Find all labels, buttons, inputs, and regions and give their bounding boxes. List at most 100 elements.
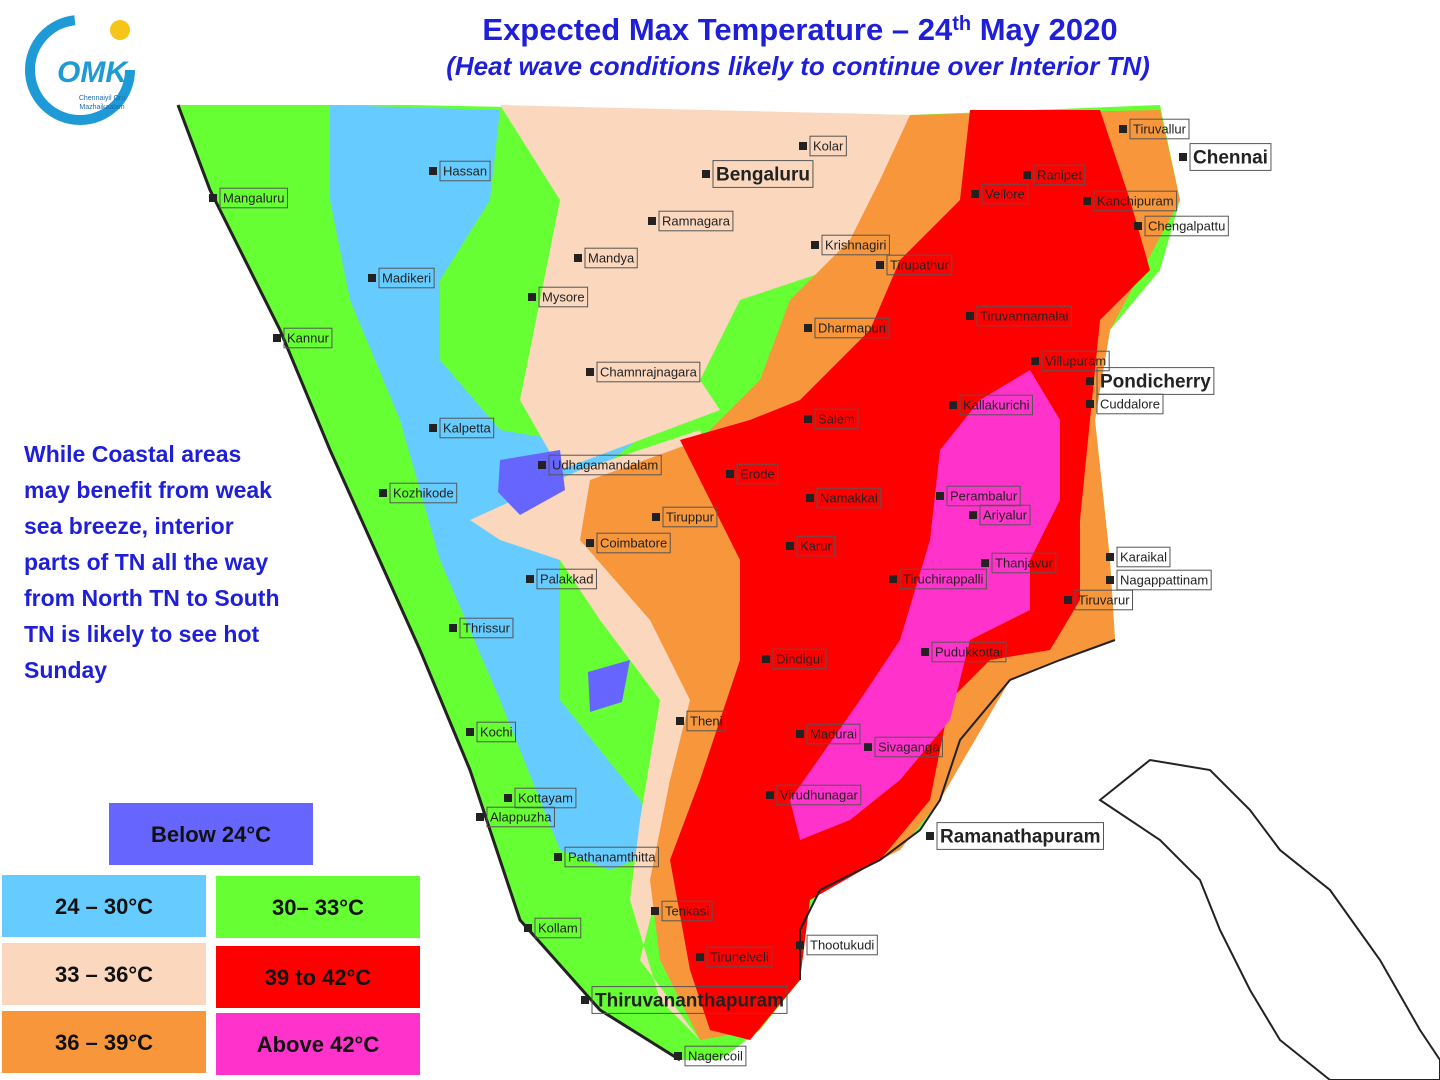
- city-label-box: [476, 721, 517, 743]
- city-label-box: [1116, 569, 1212, 591]
- legend-swatch: [2, 875, 206, 937]
- zone-below-24-south: [588, 660, 630, 712]
- city-marker: [476, 813, 484, 821]
- legend-label: Above 42°C: [257, 1032, 380, 1057]
- city-label-box: [981, 183, 1029, 205]
- city-label: Perambalur: [950, 489, 1018, 504]
- zone-33-36: [500, 105, 910, 470]
- city-marker: [799, 142, 807, 150]
- city-marker: [696, 953, 704, 961]
- city-label: Krishnagiri: [825, 238, 887, 253]
- city-marker: [652, 513, 660, 521]
- city-label-box: [389, 482, 458, 504]
- legend-label: 24 – 30°C: [55, 894, 153, 919]
- city-marker: [1134, 222, 1142, 230]
- city-marker: [429, 424, 437, 432]
- city-marker: [921, 648, 929, 656]
- city-label: Kozhikode: [393, 486, 454, 501]
- city-label-box: [821, 234, 890, 256]
- city-marker: [429, 167, 437, 175]
- city-label-box: [979, 504, 1031, 526]
- title-sup: th: [952, 13, 971, 35]
- city-label: Madikeri: [382, 271, 431, 286]
- city-label-box: [1144, 215, 1229, 237]
- city-label: Ramanathapuram: [940, 827, 1101, 848]
- city-marker: [726, 470, 734, 478]
- city-label: Mysore: [542, 290, 585, 305]
- city-marker: [273, 334, 281, 342]
- city-label-box: [661, 900, 713, 922]
- city-label: Pondicherry: [1100, 372, 1211, 393]
- city-label: Chennai: [1193, 148, 1268, 169]
- city-label: Karaikal: [1120, 550, 1167, 565]
- city-label-box: [1096, 393, 1164, 415]
- city-label: Tiruvallur: [1133, 122, 1187, 137]
- city-marker: [1119, 125, 1127, 133]
- city-label-box: [816, 487, 882, 509]
- city-marker: [1031, 357, 1039, 365]
- note-line: parts of TN all the way: [24, 549, 269, 575]
- city-label: Kallakurichi: [963, 398, 1030, 413]
- city-label-box: [806, 934, 878, 956]
- city-marker: [1106, 576, 1114, 584]
- city-marker: [528, 293, 536, 301]
- note: While Coastal areas may benefit from weak…: [24, 436, 344, 688]
- city-label: Sivaganga: [878, 740, 940, 755]
- city-label-box: [886, 254, 953, 276]
- city-marker: [368, 274, 376, 282]
- city-label-box: [591, 986, 788, 1014]
- city-label-box: [776, 784, 862, 806]
- city-label-box: [796, 535, 836, 557]
- city-label: Tiruvannamalai: [980, 309, 1069, 324]
- city-label: Chengalpattu: [1148, 219, 1225, 234]
- note-line: may benefit from weak: [24, 477, 272, 503]
- note-line: from North TN to South: [24, 585, 280, 611]
- city-label: Palakkad: [540, 572, 593, 587]
- city-label: Chamnrajnagara: [600, 365, 698, 380]
- city-label: Kannur: [287, 331, 330, 346]
- city-label: Salem: [818, 412, 855, 427]
- city-label: Kottayam: [518, 791, 573, 806]
- logo-caption: Chennaiyil Oru: [79, 95, 125, 102]
- city-marker: [702, 170, 710, 178]
- city-label: Pathanamthitta: [568, 850, 656, 865]
- city-marker: [806, 494, 814, 502]
- city-label: Thanjavur: [995, 556, 1053, 571]
- city-label: Tiruppur: [666, 510, 715, 525]
- city-label: Kalpetta: [443, 421, 491, 436]
- legend: Below 24°C 24 – 30°C 30– 33°C 33 – 36°C 39 t…: [2, 803, 420, 1075]
- city-marker: [1083, 197, 1091, 205]
- city-label: Thootukudi: [810, 938, 874, 953]
- city-label-box: [662, 506, 718, 528]
- city-label: Virudhunagar: [780, 788, 858, 803]
- city-marker: [581, 996, 589, 1004]
- city-label: Tenkasi: [665, 904, 709, 919]
- city-marker: [889, 575, 897, 583]
- zone-39-42: [670, 110, 1150, 1040]
- city-label-box: [806, 723, 861, 745]
- city-label-box: [1041, 350, 1110, 372]
- city-marker: [796, 941, 804, 949]
- legend-label: 36 – 39°C: [55, 1030, 153, 1055]
- city-label: Madurai: [810, 727, 857, 742]
- city-label-box: [378, 267, 435, 289]
- city-label-box: [936, 822, 1104, 850]
- city-marker: [449, 624, 457, 632]
- note-line: TN is likely to see hot: [24, 621, 260, 647]
- city-marker: [1179, 153, 1187, 161]
- city-marker: [674, 1052, 682, 1060]
- city-marker: [466, 728, 474, 736]
- coastline: [176, 104, 681, 1062]
- city-label: Tiruchirappalli: [903, 572, 984, 587]
- city-label: Alappuzha: [490, 810, 552, 825]
- city-label-box: [991, 552, 1057, 574]
- legend-swatch: [2, 943, 206, 1005]
- city-label: Kanchipuram: [1097, 194, 1174, 209]
- city-label-box: [596, 532, 671, 554]
- logo-caption: Mazhaikaalam: [79, 104, 124, 111]
- city-label: Vellore: [985, 187, 1025, 202]
- city-label-box: [899, 568, 987, 590]
- city-marker: [648, 217, 656, 225]
- city-label: Coimbatore: [600, 536, 667, 551]
